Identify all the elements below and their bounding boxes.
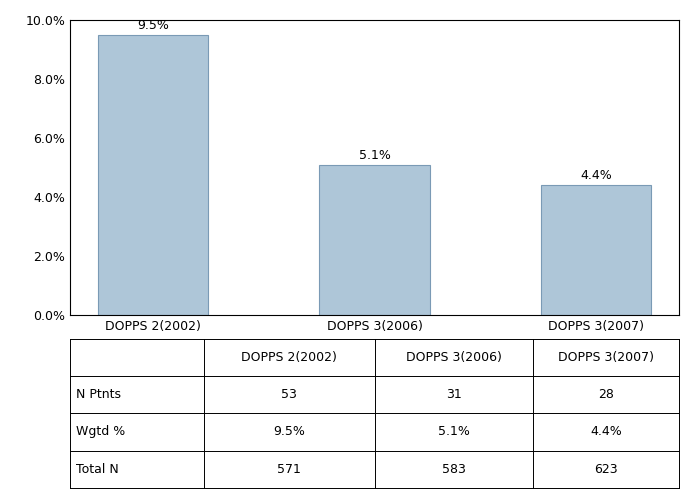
- Text: 583: 583: [442, 462, 466, 475]
- Text: 9.5%: 9.5%: [137, 19, 169, 32]
- Text: 5.1%: 5.1%: [438, 426, 470, 438]
- Text: 9.5%: 9.5%: [273, 426, 305, 438]
- Text: DOPPS 2(2002): DOPPS 2(2002): [241, 351, 337, 364]
- Text: Total N: Total N: [76, 462, 119, 475]
- Text: 4.4%: 4.4%: [580, 169, 612, 182]
- Text: 5.1%: 5.1%: [358, 148, 391, 162]
- Bar: [540, 185, 651, 315]
- Text: 28: 28: [598, 388, 614, 402]
- Text: N Ptnts: N Ptnts: [76, 388, 121, 402]
- Text: 571: 571: [277, 462, 301, 475]
- Text: 4.4%: 4.4%: [590, 426, 622, 438]
- Text: 31: 31: [446, 388, 461, 402]
- Bar: [98, 35, 209, 315]
- Text: Wgtd %: Wgtd %: [76, 426, 125, 438]
- Text: 623: 623: [594, 462, 617, 475]
- Text: DOPPS 3(2007): DOPPS 3(2007): [558, 351, 654, 364]
- Bar: [319, 164, 430, 315]
- Text: 53: 53: [281, 388, 298, 402]
- Text: DOPPS 3(2006): DOPPS 3(2006): [406, 351, 502, 364]
